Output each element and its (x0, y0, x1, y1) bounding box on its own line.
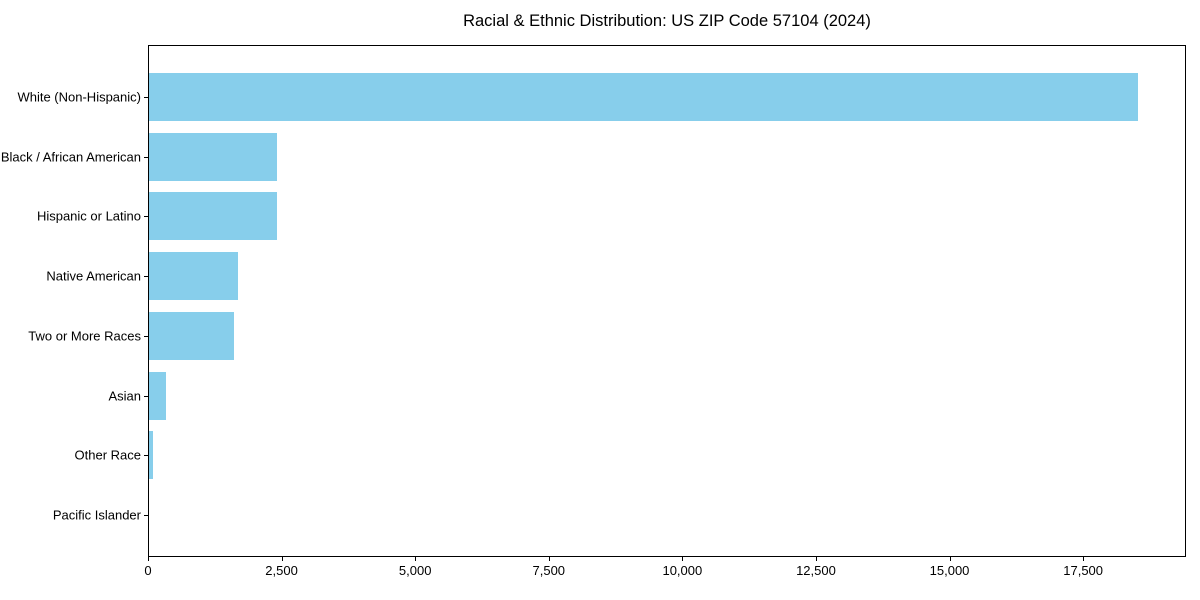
bar (149, 192, 278, 241)
y-tick-mark (144, 97, 148, 98)
y-axis-label: Asian (108, 388, 141, 404)
y-tick-mark (144, 514, 148, 516)
plot-area (148, 45, 1186, 557)
y-axis-label: Pacific Islander (52, 507, 141, 523)
bar (149, 311, 235, 360)
x-tick-mark (548, 557, 550, 561)
x-axis-label: 2,500 (265, 563, 298, 578)
x-axis-label: 15,000 (929, 563, 970, 578)
bar (149, 431, 153, 480)
y-axis-label: White (Non-Hispanic) (17, 89, 141, 105)
y-tick-mark (144, 455, 148, 457)
y-axis-label: Two or More Races (28, 328, 141, 344)
x-tick-mark (1083, 557, 1085, 561)
x-axis-label: 7,500 (532, 563, 566, 578)
bar (149, 371, 167, 420)
x-tick-mark (281, 557, 283, 561)
x-tick-mark (148, 557, 149, 561)
x-axis-label: 12,500 (796, 563, 836, 578)
y-tick-mark (144, 335, 148, 337)
x-tick-mark (415, 557, 417, 561)
y-axis-label: Black / African American (0, 149, 141, 165)
y-tick-mark (144, 276, 148, 278)
y-axis-label: Other Race (74, 447, 141, 463)
y-tick-mark (144, 395, 148, 397)
x-tick-mark (682, 557, 684, 561)
y-tick-mark (144, 216, 148, 218)
x-axis-label: 5,000 (398, 563, 432, 578)
x-tick-mark (815, 557, 817, 561)
bar (149, 132, 277, 181)
bar (149, 252, 238, 301)
y-axis-label: Native American (46, 268, 141, 284)
y-tick-mark (144, 156, 148, 158)
x-axis-label: 17,500 (1063, 563, 1104, 578)
x-axis-label: 0 (144, 563, 152, 578)
x-tick-mark (949, 557, 951, 561)
y-axis-label: Hispanic or Latino (36, 208, 141, 224)
x-axis-label: 10,000 (662, 563, 703, 578)
chart-title: Racial & Ethnic Distribution: US ZIP Cod… (463, 12, 871, 30)
bar (149, 73, 1138, 121)
